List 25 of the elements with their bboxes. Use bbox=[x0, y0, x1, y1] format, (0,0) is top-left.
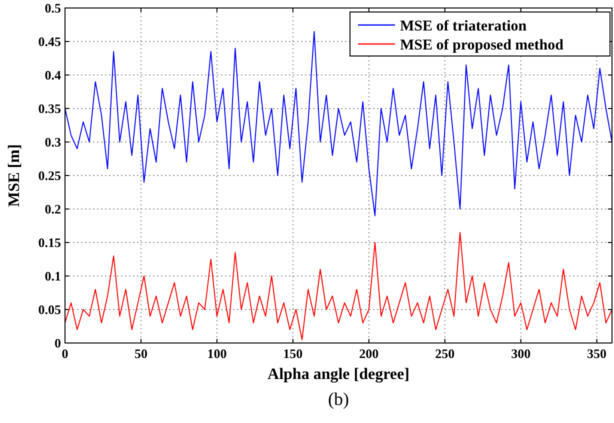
y-tick-label: 0.35 bbox=[38, 101, 62, 116]
y-tick-label: 0.45 bbox=[38, 34, 62, 50]
y-tick-label: 0.4 bbox=[44, 68, 62, 83]
x-tick-label: 350 bbox=[587, 346, 607, 361]
legend-label: MSE of triateration bbox=[400, 18, 528, 34]
y-tick-label: 0.15 bbox=[38, 235, 62, 250]
x-tick-label: 100 bbox=[207, 346, 227, 361]
y-tick-label: 0.2 bbox=[44, 202, 61, 217]
y-tick-label: 0.1 bbox=[44, 268, 61, 284]
x-tick-label: 250 bbox=[435, 346, 455, 361]
y-tick-label: 0.25 bbox=[38, 168, 62, 184]
x-tick-label: 200 bbox=[359, 346, 379, 361]
x-tick-label: 150 bbox=[283, 346, 303, 361]
y-tick-label: 0.3 bbox=[44, 134, 62, 150]
y-tick-label: 0.05 bbox=[38, 302, 62, 318]
text: (b) bbox=[328, 389, 349, 409]
y-axis-title: MSE [m] bbox=[6, 144, 23, 207]
y-tick-label: 0 bbox=[54, 336, 61, 351]
y-tick-label: 0.5 bbox=[44, 0, 62, 16]
x-tick-label: 300 bbox=[511, 346, 531, 361]
legend-label: MSE of proposed method bbox=[400, 37, 564, 54]
x-tick-label: 50 bbox=[134, 346, 148, 361]
line-series bbox=[64, 232, 612, 340]
x-axis-title: Alpha angle [degree] bbox=[268, 366, 410, 383]
line-series bbox=[64, 30, 612, 216]
